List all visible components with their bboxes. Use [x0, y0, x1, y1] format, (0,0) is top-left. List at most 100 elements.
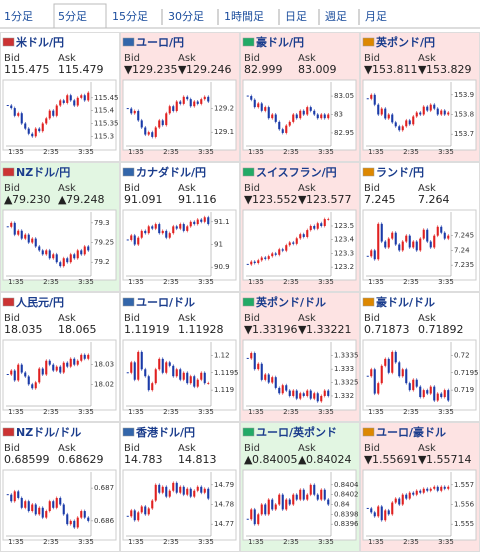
tab[interactable]: 週足: [325, 10, 347, 23]
y-tick-label: 14.79: [214, 481, 234, 489]
candle: [281, 249, 284, 251]
candle: [264, 257, 267, 259]
candle: [443, 110, 446, 115]
y-tick-label: 0.8402: [334, 491, 359, 499]
candle: [394, 498, 397, 503]
candle: [250, 353, 253, 359]
flag-icon: [362, 37, 375, 47]
candle: [250, 509, 253, 520]
candle: [419, 386, 422, 398]
ask-label: Ask: [298, 313, 316, 324]
candle: [267, 107, 270, 119]
candle: [274, 377, 277, 388]
ask-label: Ask: [178, 313, 196, 324]
tab[interactable]: 30分足: [168, 10, 204, 23]
candle: [52, 110, 55, 116]
y-tick-label: 91: [214, 241, 223, 249]
candle: [253, 99, 256, 108]
candle: [34, 382, 37, 389]
candle: [257, 103, 260, 108]
candle: [38, 368, 41, 383]
candle: [140, 230, 143, 238]
candle: [76, 250, 79, 259]
candle: [426, 390, 429, 394]
candle: [179, 486, 182, 493]
x-tick-label: 1:35: [368, 538, 384, 546]
pair-name: 香港ドル/円: [135, 425, 195, 439]
flag-icon: [2, 297, 15, 307]
candle: [271, 377, 274, 383]
candle: [373, 512, 376, 517]
candle: [429, 488, 432, 491]
candle: [69, 520, 72, 525]
tab[interactable]: 日足: [285, 10, 307, 23]
candle: [309, 390, 312, 399]
y-tick-label: 153.9: [454, 91, 474, 99]
x-tick-label: 1:35: [368, 408, 384, 416]
candle: [285, 125, 288, 133]
tab[interactable]: 15分足: [112, 10, 148, 23]
candle: [45, 360, 48, 375]
ask-value: 153.829: [426, 63, 472, 76]
candle: [87, 354, 90, 359]
rate-tile[interactable]: 豪ドル/円 Bid Ask 82.999 83.009 83.05 83 82.95 1:35 2…: [240, 32, 360, 162]
rate-tile[interactable]: 人民元/円 Bid Ask 18.035 18.065 18.03 18.02 1:35 2:3…: [0, 292, 120, 422]
candle: [440, 110, 443, 115]
bid-value: 115.475: [4, 63, 50, 76]
candle: [302, 110, 305, 115]
candle: [24, 234, 27, 239]
candle: [278, 494, 281, 505]
ask-value: 0.68629: [58, 453, 104, 466]
candle: [292, 390, 295, 396]
rate-tile[interactable]: 香港ドル/円 Bid Ask 14.783 14.813 14.79 14.78 14.77 1…: [120, 422, 240, 552]
candle: [179, 101, 182, 104]
candle: [426, 488, 429, 491]
rate-tile[interactable]: NZドル/ドル Bid Ask 0.68599 0.68629 0.687 0.686 1:3…: [0, 422, 120, 552]
rate-tile[interactable]: ランド/円 Bid Ask 7.245 7.264 7.245 7.24 7.235 1:35 2…: [360, 162, 480, 292]
candle: [253, 509, 256, 525]
candle: [158, 224, 161, 234]
tab[interactable]: 1時間足: [224, 10, 264, 23]
candle: [17, 113, 20, 116]
rate-tile[interactable]: カナダドル/円 Bid Ask 91.091 91.116 91.1 91 90.9 1:35 2…: [120, 162, 240, 292]
candle: [69, 358, 72, 367]
candle: [380, 223, 383, 242]
candle: [306, 107, 309, 115]
x-tick-label: 3:35: [78, 148, 94, 156]
y-tick-label: 0.8398: [334, 510, 359, 518]
tab[interactable]: 5分足: [58, 10, 87, 23]
y-tick-label: 1.556: [454, 501, 475, 509]
candle: [172, 226, 175, 234]
candle: [267, 374, 270, 383]
candle: [387, 238, 390, 248]
y-tick-label: 0.8404: [334, 481, 359, 489]
candle: [80, 354, 83, 361]
chart-box: [122, 209, 237, 281]
candle: [443, 390, 446, 398]
rate-tile[interactable]: 米ドル/円 Bid Ask 115.475 115.479 115.45 115.4 115.…: [0, 32, 120, 162]
tab[interactable]: 月足: [365, 10, 387, 23]
y-tick-label: 1.3335: [334, 352, 359, 360]
ask-value: 83.009: [298, 63, 337, 76]
rate-tile[interactable]: 豪ドル/ドル Bid Ask 0.71873 0.71892 0.72 0.7195 0.71…: [360, 292, 480, 422]
candle: [408, 492, 411, 499]
candle: [408, 383, 411, 391]
tab[interactable]: 1分足: [4, 10, 33, 23]
candle: [306, 390, 309, 396]
candle: [415, 112, 418, 117]
rate-tile[interactable]: ユーロ/ドル Bid Ask 1.11919 1.11928 1.12 1.1195 1.11…: [120, 292, 240, 422]
bid-value: 1.55691: [372, 453, 418, 466]
candle: [405, 369, 408, 384]
ask-label: Ask: [178, 53, 196, 64]
candle: [401, 494, 404, 505]
pair-name: NZドル/ドル: [16, 426, 81, 439]
candle: [380, 108, 383, 115]
candle: [422, 106, 425, 115]
